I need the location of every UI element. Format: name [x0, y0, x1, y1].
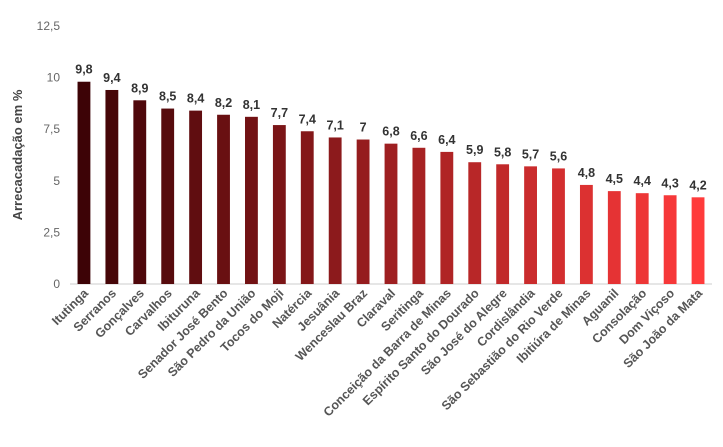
data-label: 8,9 — [131, 81, 148, 95]
bar — [356, 139, 370, 284]
data-label: 8,2 — [215, 96, 232, 110]
bar — [635, 193, 649, 284]
y-tick-label: 5 — [53, 174, 60, 188]
y-tick-label: 0 — [53, 277, 60, 291]
data-label: 7 — [360, 121, 367, 135]
data-label: 9,8 — [75, 63, 92, 77]
bar — [161, 108, 175, 284]
data-labels-group: 9,8 9,4 8,9 8,5 8,4 8,2 8,1 7,7 7,4 7,1 7 6,8 6,6 6,4… — [75, 63, 707, 193]
bar — [691, 197, 705, 284]
data-label: 5,7 — [522, 147, 539, 161]
data-label: 4,4 — [634, 174, 651, 188]
y-tick-label: 2,5 — [43, 225, 60, 239]
bar — [245, 116, 258, 284]
bar — [579, 184, 593, 284]
data-label: 6,8 — [382, 125, 399, 139]
data-label: 8,5 — [159, 90, 176, 104]
bar — [496, 164, 510, 284]
bar — [272, 125, 286, 284]
data-label: 7,4 — [299, 112, 316, 126]
data-label: 5,9 — [466, 143, 483, 157]
bar — [328, 137, 342, 284]
bar — [217, 114, 230, 284]
bars-group — [77, 81, 705, 285]
y-axis-ticks: 0 2,5 5 7,5 10 12,5 — [37, 19, 61, 291]
data-label: 5,8 — [494, 145, 511, 159]
data-label: 7,1 — [326, 118, 343, 132]
y-tick-label: 12,5 — [37, 19, 61, 33]
data-label: 4,3 — [661, 176, 678, 190]
data-label: 8,4 — [187, 92, 204, 106]
data-label: 5,6 — [550, 149, 567, 163]
bar — [607, 191, 621, 284]
bar — [412, 147, 426, 284]
data-label: 6,4 — [438, 133, 455, 147]
y-tick-label: 7,5 — [43, 122, 60, 136]
y-axis-title: Arrecacadação em % — [10, 89, 25, 220]
bar — [663, 195, 677, 284]
data-label: 8,1 — [243, 98, 260, 112]
category-labels-group: ItutingaSerranosGonçalvesCarvalhosIbitur… — [49, 285, 706, 419]
bar — [552, 168, 565, 284]
bar — [189, 110, 203, 285]
data-label: 6,6 — [410, 129, 427, 143]
data-label: 4,2 — [689, 178, 706, 192]
data-label: 9,4 — [103, 71, 120, 85]
data-label: 7,7 — [271, 106, 288, 120]
data-label: 4,8 — [578, 166, 595, 180]
bar — [440, 151, 454, 284]
bar — [468, 162, 482, 284]
bar — [384, 143, 398, 284]
bar — [133, 100, 147, 284]
y-tick-label: 10 — [47, 71, 61, 85]
data-label: 4,5 — [606, 172, 623, 186]
bar — [105, 89, 119, 284]
bar — [300, 131, 314, 284]
bar — [77, 81, 91, 284]
bar — [524, 166, 537, 284]
